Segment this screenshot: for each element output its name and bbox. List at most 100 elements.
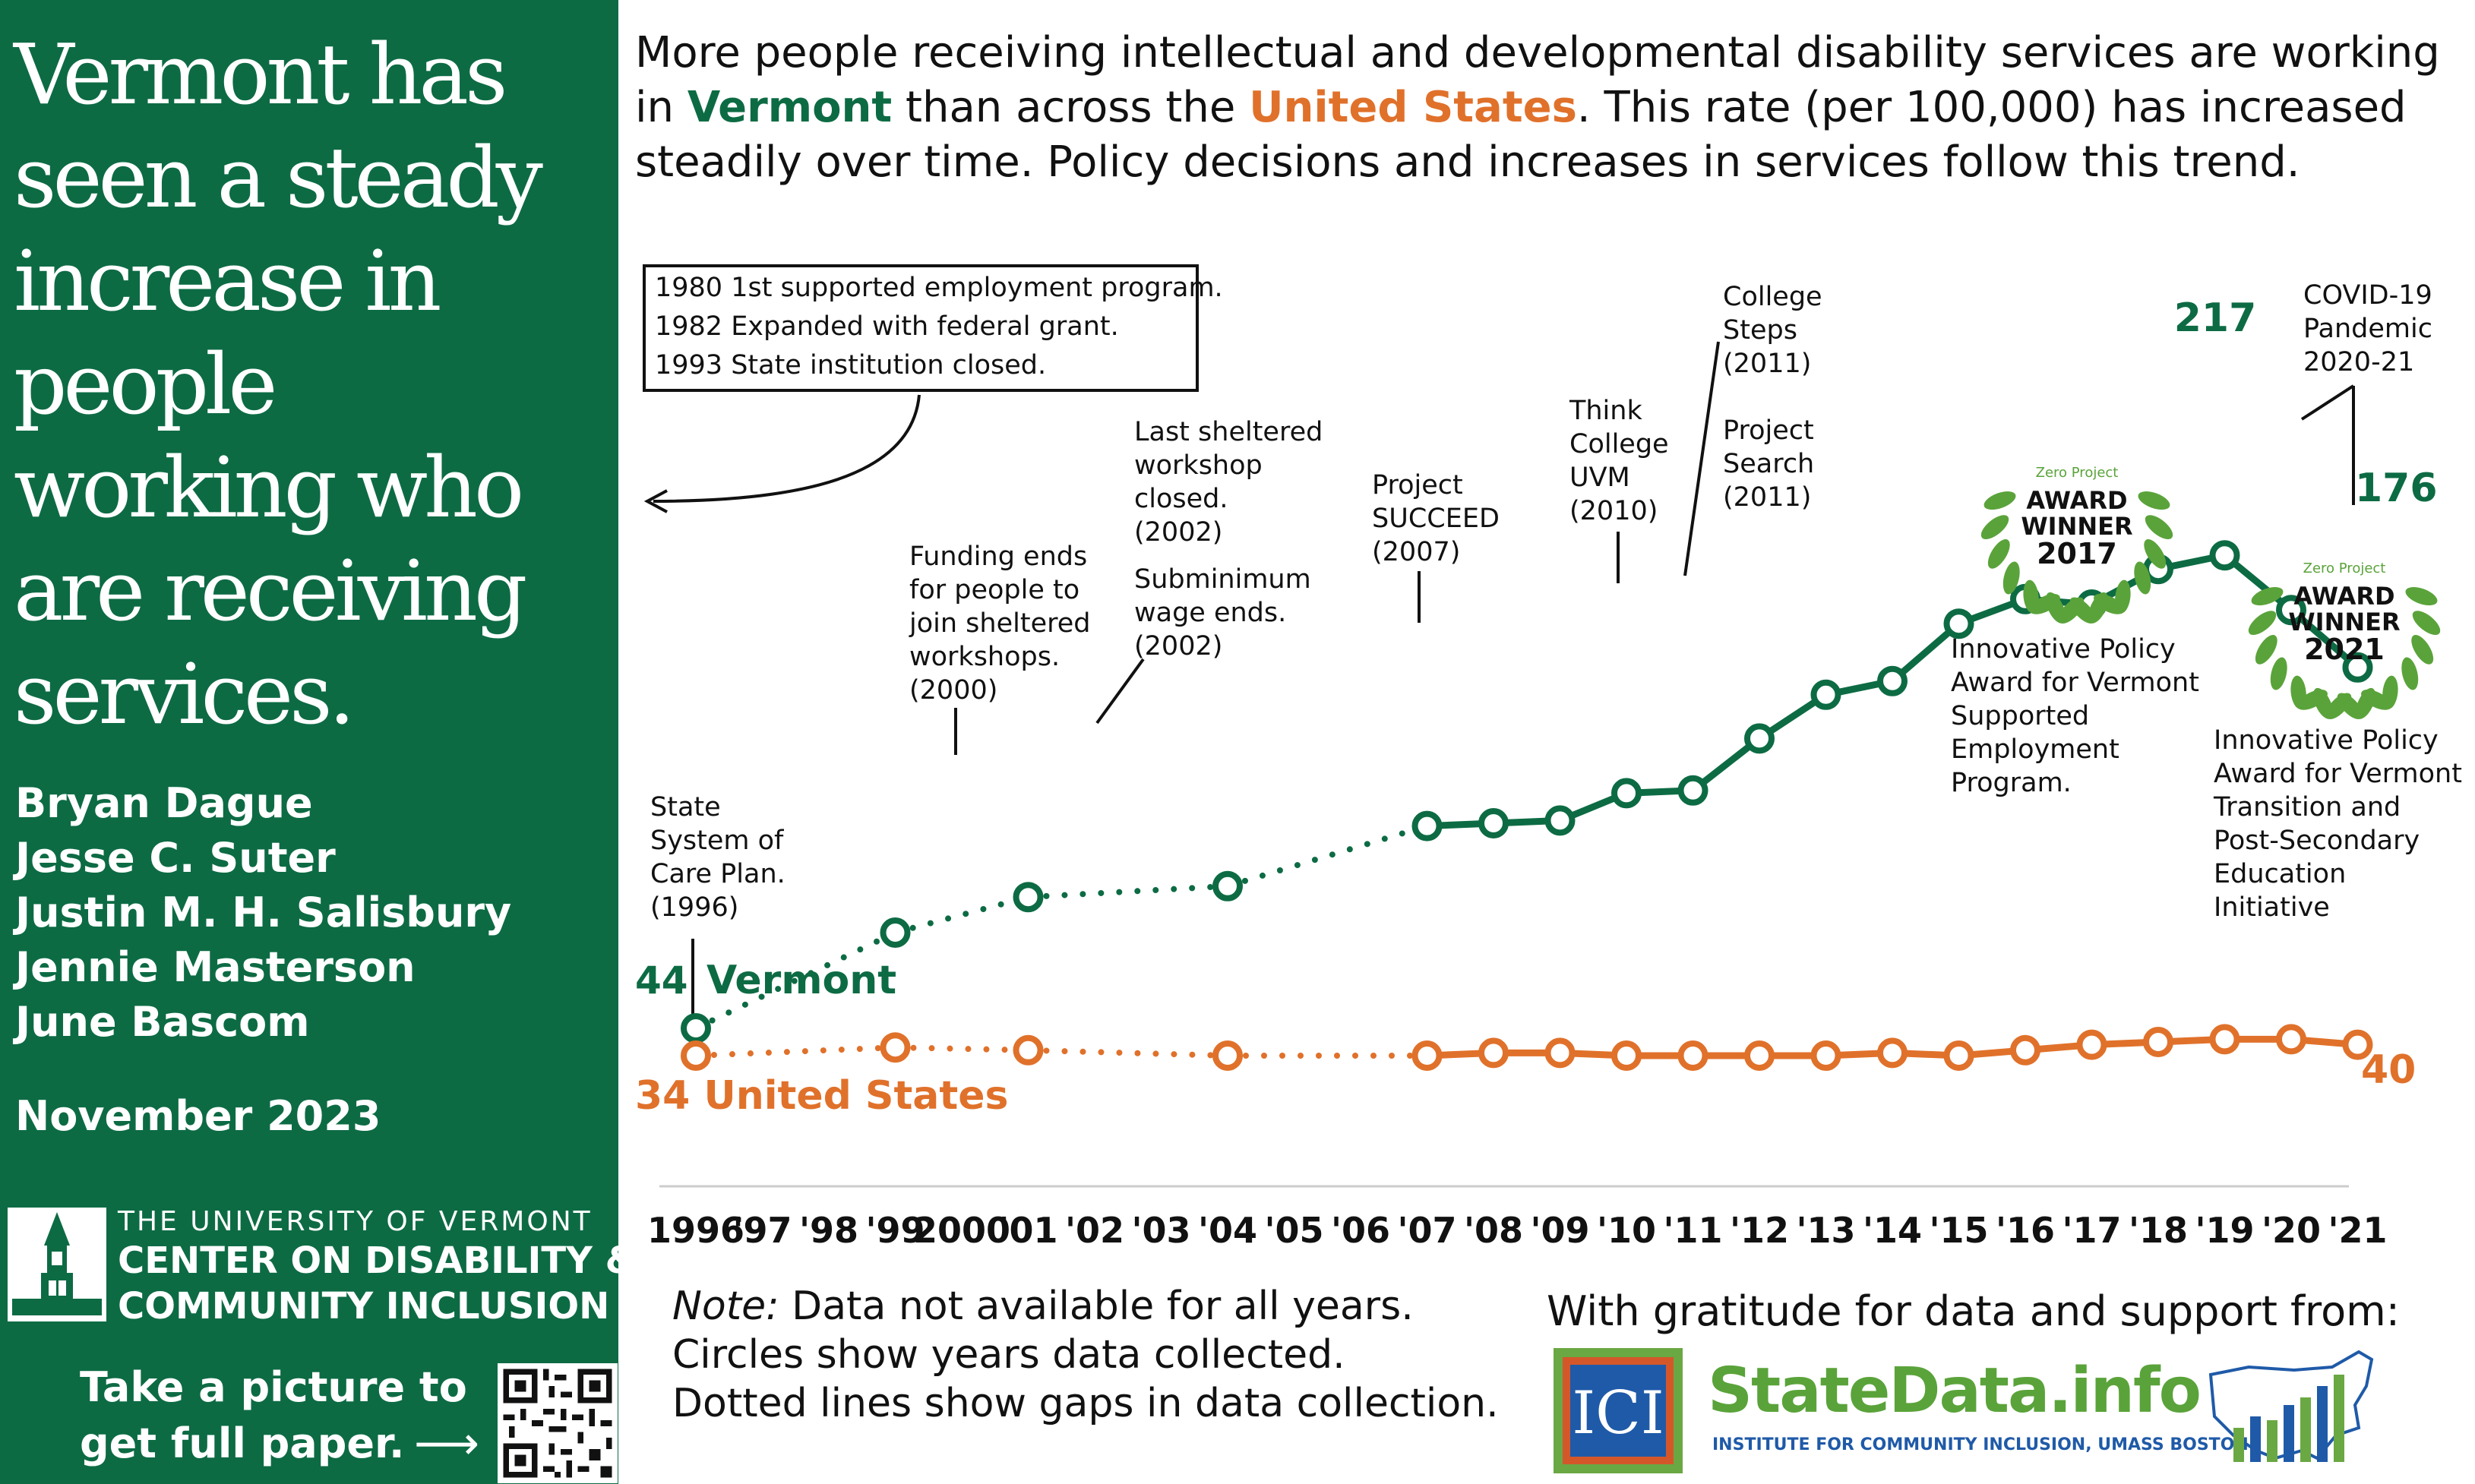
vermont-point [2209, 540, 2240, 571]
annotation-last-sheltered: closed. [1134, 484, 1228, 514]
us-point [681, 1040, 711, 1071]
x-tick-label: '07 [1397, 1210, 1456, 1251]
note-label: Note: [672, 1284, 779, 1329]
x-tick-label: '16 [1996, 1210, 2055, 1251]
cdci-name-line2: COMMUNITY INCLUSION [118, 1285, 610, 1328]
author: June Bascom [15, 998, 310, 1046]
laurel-leaf-icon [1983, 491, 2016, 510]
laurel-leaf-icon [2094, 594, 2125, 614]
note-line: Dotted lines show gaps in data collectio… [672, 1381, 1499, 1426]
x-tick-label: '04 [1198, 1210, 1257, 1251]
ici-logo: ICI [1554, 1348, 1683, 1473]
us-segment [2154, 1035, 2228, 1046]
us-point [1677, 1040, 1708, 1071]
x-tick-label: '99 [865, 1210, 925, 1251]
award-line1: AWARD [2026, 486, 2127, 515]
vermont-segment [1822, 677, 1896, 699]
laurel-leaf-icon [2138, 491, 2170, 510]
annotation-leader [1095, 658, 1145, 725]
annotation-award-2021: Post-Secondary [2214, 826, 2420, 856]
x-tick-label: '01 [998, 1210, 1057, 1251]
gratitude-text: With gratitude for data and support from… [1547, 1287, 2400, 1335]
us-point [1611, 1040, 1642, 1071]
annotation-project-search: (2011) [1723, 482, 1811, 513]
annotation-award-2017: Employment [1951, 734, 2119, 765]
vermont-segment [1225, 823, 1430, 889]
vermont-point [1544, 805, 1576, 836]
history-box-line: 1993 State institution closed. [655, 350, 1046, 380]
annotation-funding-ends: join sheltered [909, 608, 1090, 639]
qr-prompt: Take a picture to get full paper. [80, 1359, 467, 1472]
history-box-line: 1980 1st supported employment program. [655, 273, 1223, 303]
us-point [1013, 1034, 1044, 1066]
x-tick-label: '02 [1065, 1210, 1124, 1251]
us-point [1744, 1040, 1775, 1071]
award-line1: AWARD [2293, 582, 2394, 611]
laurel-leaf-icon [2251, 587, 2284, 606]
vermont-segment [2287, 606, 2361, 671]
annotation-state-system: State [650, 792, 721, 823]
laurel-leaf-icon [2115, 579, 2131, 614]
annotation-subminimum: Subminimum [1134, 564, 1311, 595]
x-tick-label: '97 [732, 1210, 792, 1251]
publication-date: November 2023 [15, 1092, 381, 1140]
annotation-award-2017: Innovative Policy [1951, 634, 2176, 665]
laurel-leaf-icon [2145, 515, 2173, 539]
x-tick-label: '10 [1597, 1210, 1656, 1251]
us-point [2209, 1024, 2240, 1055]
intro-vermont: Vermont [687, 83, 893, 132]
qr-code[interactable] [498, 1363, 618, 1483]
us-end-value: 40 [2361, 1047, 2416, 1093]
x-tick-label: '19 [2195, 1210, 2254, 1251]
x-tick-label: '15 [1929, 1210, 1988, 1251]
history-box [643, 264, 1199, 392]
author-list: Bryan Dague Jesse C. Suter Justin M. H. … [15, 776, 511, 1050]
award-year: 2017 [2037, 537, 2117, 570]
laurel-leaf-icon [2046, 592, 2066, 624]
vermont-segment [2088, 565, 2162, 608]
annotation-subminimum: wage ends. [1134, 598, 1286, 628]
annotation-award-2021: Education [2214, 859, 2346, 889]
x-axis-ticks: 1996'97'98'992000'01'02'03'04'05'06'07'0… [647, 1210, 2388, 1251]
vermont-point [1744, 723, 1775, 754]
x-tick-label: 2000 [913, 1210, 1010, 1251]
annotation-covid: Pandemic [2303, 314, 2432, 344]
us-segment [1889, 1049, 1962, 1059]
us-point [2076, 1029, 2107, 1060]
vermont-segment [1557, 789, 1630, 824]
annotation-project-search: Project [1723, 415, 1814, 446]
laurel-leaf-icon [2058, 597, 2085, 624]
x-tick-label: '18 [2129, 1210, 2188, 1251]
laurel-leaf-icon [2325, 693, 2352, 720]
laurel-leaf-icon [2412, 611, 2441, 635]
statedata-subtitle: INSTITUTE FOR COMMUNITY INCLUSION, UMASS… [1712, 1435, 2249, 1454]
laurel-leaf-icon [2337, 693, 2363, 720]
laurel-leaf-icon [2296, 690, 2328, 710]
laurel-leaf-icon [2270, 657, 2287, 690]
vermont-series-label: Vermont [706, 958, 896, 1003]
us-segment [1557, 1049, 1630, 1059]
us-segment [1822, 1049, 1896, 1059]
us-segment [892, 1044, 1032, 1053]
annotation-award-2021: Transition and [2213, 792, 2401, 823]
vermont-segment [1424, 819, 1497, 830]
x-tick-label: '20 [2262, 1210, 2321, 1251]
vermont-segment [1756, 691, 1829, 742]
annotation-last-sheltered: workshop [1134, 450, 1263, 481]
qr-prompt-line: get full paper. [80, 1419, 405, 1467]
vermont-point [2010, 583, 2040, 614]
vermont-point [1013, 882, 1044, 913]
annotation-project-succeed: SUCCEED [1372, 504, 1500, 534]
annotation-project-succeed: Project [1372, 470, 1463, 500]
annotation-award-2017: Award for Vermont [1951, 668, 2199, 698]
us-segment [2021, 1041, 2095, 1054]
annotation-college-steps: Steps [1723, 315, 1797, 346]
vermont-point [1677, 775, 1708, 806]
vermont-segment [1955, 595, 2029, 627]
us-point [1943, 1040, 1974, 1071]
us-segment [1025, 1047, 1231, 1059]
laurel-leaf-icon [2134, 561, 2151, 595]
vermont-segment [892, 894, 1032, 936]
